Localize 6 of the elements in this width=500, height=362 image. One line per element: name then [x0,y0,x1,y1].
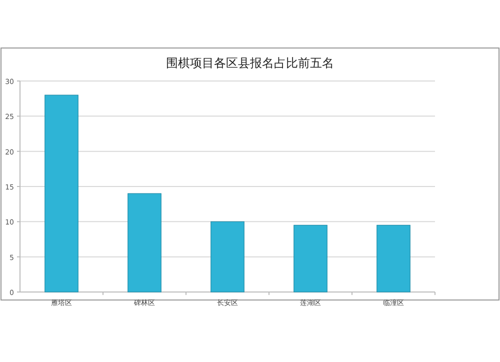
bar [210,221,244,292]
chart-title: 围棋项目各区县报名占比前五名 [166,56,334,70]
bar [294,224,328,292]
bar [376,224,410,292]
bar [128,193,162,292]
bar [44,94,78,292]
